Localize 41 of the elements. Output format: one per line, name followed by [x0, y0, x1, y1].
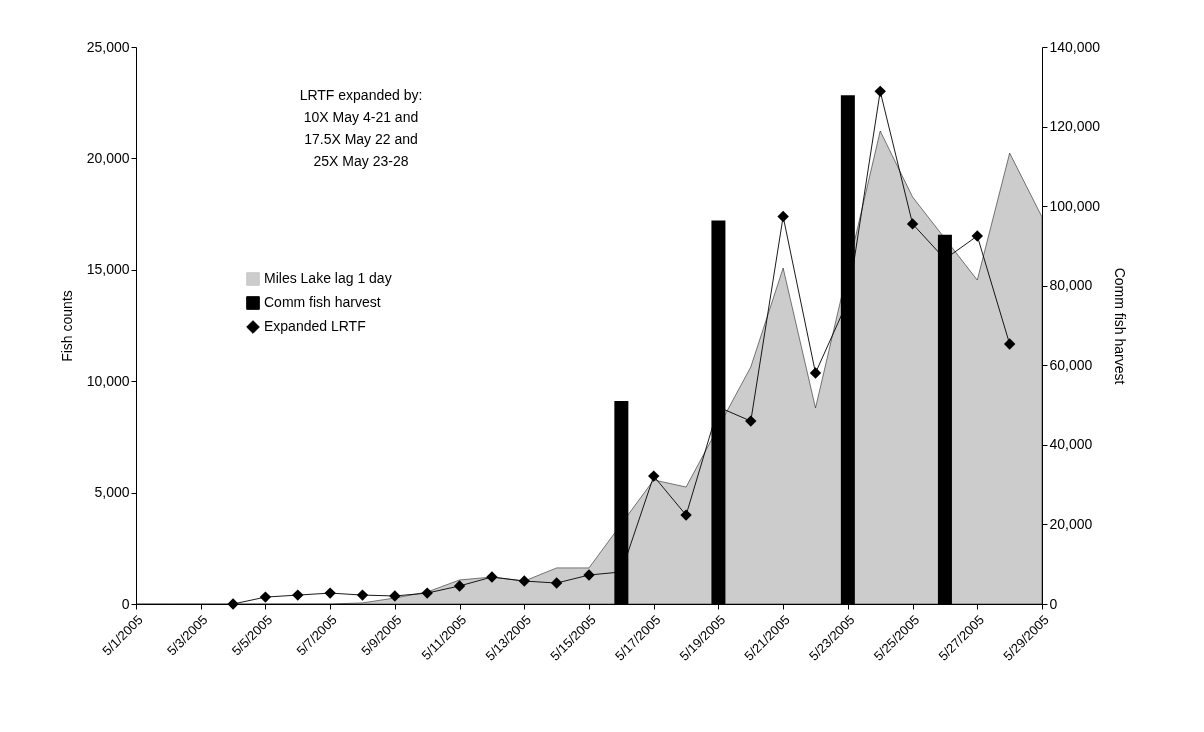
- point: [809, 367, 822, 379]
- point: [421, 587, 433, 599]
- point: [356, 589, 369, 601]
- y-tick-label: 0: [121, 595, 130, 612]
- point: [648, 470, 660, 482]
- point: [292, 589, 304, 601]
- point: [550, 577, 563, 589]
- point: [680, 509, 692, 521]
- y-tick-label: 10,000: [86, 372, 130, 389]
- y2-tick-label: 120,000: [1049, 118, 1101, 135]
- annotation: LRTF expanded by: 10X May 4-21 and 17.5X May 22 and 25X May 23-28: [299, 87, 423, 169]
- point: [453, 580, 466, 592]
- y-tick-label: 20,000: [86, 149, 130, 166]
- point: [874, 85, 886, 98]
- y2-tick-label: 40,000: [1049, 436, 1093, 453]
- legend-label: Comm fish harvest: [264, 294, 381, 310]
- y2-tick-label: 60,000: [1049, 356, 1093, 373]
- y2-axis-title: Comm fish harvest: [1112, 267, 1129, 385]
- point: [259, 591, 272, 603]
- y-tick-label: 5,000: [94, 484, 130, 501]
- y-tick-label: 25,000: [86, 38, 130, 55]
- point: [324, 587, 336, 599]
- y-tick-label: 15,000: [86, 261, 130, 278]
- y-axis-title: Fish counts: [58, 290, 75, 362]
- point: [389, 590, 401, 602]
- point: [486, 571, 498, 583]
- legend-label: Miles Lake lag 1 day: [264, 270, 392, 286]
- point: [745, 415, 757, 427]
- point: [777, 210, 789, 223]
- point: [518, 575, 530, 587]
- point: [583, 569, 595, 581]
- legend-label: Expanded LRTF: [264, 318, 366, 334]
- point: [971, 230, 983, 242]
- point: [1003, 338, 1016, 350]
- y2-tick-label: 80,000: [1049, 277, 1093, 294]
- y2-tick-label: 140,000: [1049, 38, 1101, 55]
- y2-tick-label: 20,000: [1049, 515, 1093, 532]
- point: [906, 218, 919, 230]
- point: [227, 598, 239, 610]
- y2-tick-label: 100,000: [1049, 197, 1101, 214]
- y2-tick-label: 0: [1049, 595, 1058, 612]
